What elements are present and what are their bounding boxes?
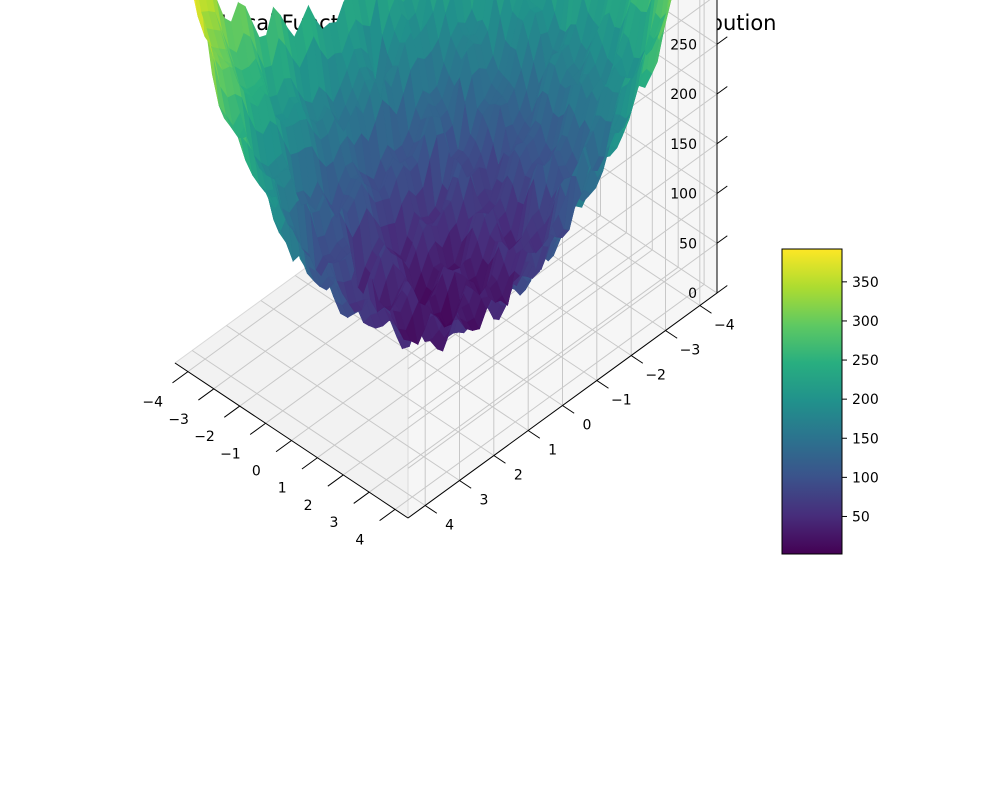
surface-facet [442,0,450,13]
x-tick-mark [301,457,318,470]
surface-facet [387,0,395,13]
x-tick-label: −4 [142,395,163,411]
z-tick-label: 100 [670,187,697,203]
x-tick-label: 4 [355,532,364,548]
surface-facet [554,0,565,29]
surface-facet [402,0,406,3]
colorbar: 50 100 150 200 250 300 350 [781,248,879,555]
colorbar-tick-label: 300 [852,314,879,330]
y-tick-label: 3 [480,492,489,508]
surface-facet [635,0,644,12]
colorbar-gradient [781,248,843,555]
colorbar-tick-label: 200 [852,392,879,408]
z-tick-mark [716,86,728,95]
z-tick-mark [716,36,728,45]
surface-facet [377,0,390,35]
y-tick-label: −3 [680,342,701,358]
x-tick-label: 3 [330,515,339,531]
y-tick-label: 1 [548,442,557,458]
x-tick-mark [249,422,266,435]
x-tick-label: 2 [304,498,313,514]
x-tick-mark [172,371,189,384]
surface [194,0,672,352]
y-tick-label: −4 [714,317,735,333]
z-tick-mark [716,135,728,145]
y-tick-label: 4 [445,517,454,533]
surface-facet [509,0,517,12]
y-tick-mark [527,430,541,439]
x-tick-label: −3 [168,412,189,428]
y-tick-mark [699,305,712,314]
y-tick-mark [493,455,506,464]
y-tick-mark [630,355,644,364]
y-tick-label: −2 [645,367,666,383]
colorbar-tick-label: 100 [852,470,879,486]
x-tick-mark [327,474,344,487]
x-tick-mark [379,508,396,522]
surface-facet [365,0,376,27]
x-tick-label: 0 [252,464,261,480]
surface-facet [551,0,558,12]
z-tick-label: 200 [670,87,697,103]
x-tick-label: 1 [278,481,287,497]
surface-facet [411,0,420,14]
y-tick-mark [459,480,472,489]
y-tick-label: −1 [611,392,632,408]
surface-facet [665,0,670,13]
z-tick-mark [716,185,728,194]
surface-facet [529,0,533,3]
x-tick-mark [275,440,292,453]
surface-facet [496,0,505,16]
z-tick-label: 50 [679,236,697,252]
x-tick-label: −2 [194,429,215,445]
y-tick-mark [665,330,678,339]
y-tick-label: 2 [514,467,523,483]
axes [172,0,728,522]
x-tick-mark [353,491,370,504]
y-tick-mark [596,380,609,389]
z-tick-label: 300 [670,0,697,4]
z-tick-mark [716,235,728,244]
colorbar-tick-label: 350 [852,275,879,291]
colorbar-tick-label: 150 [852,431,879,447]
surface-facet [430,0,437,11]
z-tick-label: 150 [670,137,697,153]
z-tick-label: 250 [670,37,697,53]
colorbar-tick-label: 50 [852,509,870,525]
surface-facet [470,0,474,9]
z-tick-label: 0 [688,286,697,302]
surface-facet [461,0,473,24]
x-tick-mark [223,405,241,418]
surface-facet [584,0,592,12]
y-tick-label: 0 [583,417,592,433]
x-tick-label: −1 [220,446,241,462]
surface-facet [471,0,482,23]
y-tick-mark [562,405,575,414]
surface-facet [536,0,547,11]
y-tick-mark [424,505,438,514]
z-tick-mark [716,285,728,294]
surface-facet [531,0,540,7]
x-tick-mark [198,388,215,401]
colorbar-tick-label: 250 [852,353,879,369]
surface-facet [630,0,638,6]
